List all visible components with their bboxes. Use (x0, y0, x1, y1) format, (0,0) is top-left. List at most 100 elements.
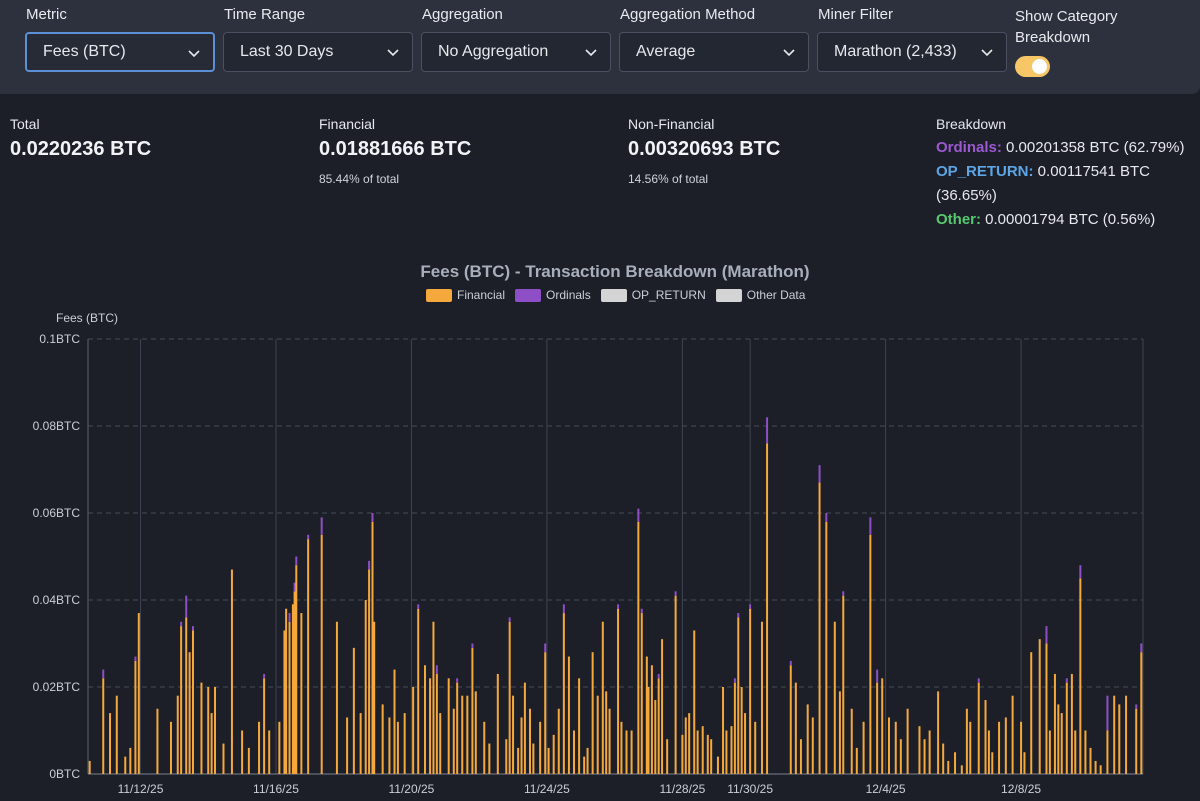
bar-financial (688, 713, 691, 774)
time-range-select-value: Last 30 Days (240, 43, 334, 60)
bar-financial (696, 730, 699, 774)
aggregation-method-filter: Aggregation Method (620, 6, 755, 26)
bar-financial (488, 743, 491, 774)
stat-total-value: 0.0220236 BTC (10, 138, 152, 160)
bar-financial (1118, 704, 1121, 774)
metric-select-value: Fees (BTC) (43, 43, 126, 60)
legend-op-return[interactable]: OP_RETURN (600, 288, 706, 302)
bar-financial (268, 730, 271, 774)
bar-financial (984, 700, 987, 774)
bar-financial (855, 747, 858, 774)
legend-swatch (600, 288, 627, 302)
bar-financial (645, 656, 648, 774)
bar-financial (960, 765, 963, 774)
bar-ordinals (733, 678, 736, 683)
bar-financial (630, 730, 633, 774)
legend-label: OP_RETURN (631, 288, 706, 302)
bar-ordinals (737, 613, 740, 618)
legend-ordinals[interactable]: Ordinals (515, 288, 591, 302)
bar-financial (432, 621, 435, 774)
bar-financial (754, 721, 757, 774)
bar-financial (674, 595, 677, 774)
bar-ordinals (617, 604, 620, 609)
bar-financial (862, 721, 865, 774)
bar-financial (1065, 682, 1068, 774)
legend-financial[interactable]: Financial (426, 288, 505, 302)
legend-other-data[interactable]: Other Data (715, 288, 806, 302)
bar-financial (285, 608, 288, 774)
bar-financial (1089, 747, 1092, 774)
chart-title: Fees (BTC) - Transaction Breakdown (Mara… (420, 262, 810, 281)
bar-ordinals (749, 604, 752, 609)
bar-financial (684, 717, 687, 774)
aggregation-method-select[interactable]: Average (619, 32, 809, 72)
bar-financial (799, 739, 802, 774)
bar-financial (1140, 652, 1143, 774)
bar-ordinals (674, 591, 677, 596)
bar-financial (169, 721, 172, 774)
stat-total: Total 0.0220236 BTC (10, 116, 151, 161)
time-range-label: Time Range (224, 6, 306, 23)
bar-financial (230, 569, 233, 774)
bar-financial (222, 743, 225, 774)
bar-financial (657, 678, 660, 774)
y-tick-label: 0.08BTC (33, 419, 81, 433)
bar-ordinals (1135, 704, 1138, 709)
bar-financial (381, 704, 384, 774)
bar-financial (496, 673, 499, 774)
bar-financial (918, 726, 921, 774)
chevron-down-icon (585, 49, 597, 57)
bar-financial (608, 708, 611, 774)
bar-financial (605, 691, 608, 774)
bar-financial (998, 721, 1001, 774)
bar-financial (899, 739, 902, 774)
show-category-filter: Show Category Breakdown (1015, 6, 1145, 48)
bar-financial (806, 704, 809, 774)
bar-financial (295, 565, 298, 774)
bar-financial (393, 669, 396, 774)
bar-financial (722, 687, 725, 774)
bar-financial (320, 534, 323, 774)
bar-financial (109, 713, 112, 774)
y-tick-label: 0.1BTC (39, 332, 80, 346)
aggregation-select[interactable]: No Aggregation (421, 32, 611, 72)
bar-financial (811, 717, 814, 774)
metric-label: Metric (26, 6, 67, 23)
fees-chart: Fees (BTC) 0BTC 0.02BTC 0.04BTC 0.06BTC 0.08B… (33, 311, 1144, 796)
bar-financial (881, 678, 884, 774)
bar-financial (1038, 639, 1041, 774)
bar-financial (725, 730, 728, 774)
bar-ordinals (876, 669, 879, 683)
miner-filter-select[interactable]: Marathon (2,433) (817, 32, 1007, 72)
bar-ordinals (368, 560, 371, 570)
bar-financial (512, 695, 515, 774)
bar-financial (403, 713, 406, 774)
bar-financial (991, 752, 994, 774)
bar-financial (1057, 704, 1060, 774)
legend-swatch (715, 288, 742, 302)
stat-total-label: Total (10, 116, 40, 132)
bar-ordinals (295, 556, 298, 566)
bar-financial (508, 621, 511, 774)
bar-financial (102, 678, 105, 774)
breakdown-ordinals: Ordinals: 0.00201358 BTC (62.79%) (936, 136, 1200, 160)
bar-financial (928, 730, 931, 774)
bar-financial (373, 621, 376, 774)
x-tick-label: 12/4/25 (866, 782, 906, 796)
show-category-toggle[interactable] (1015, 56, 1050, 77)
legend-label: Other Data (746, 288, 806, 302)
y-tick-label: 0.06BTC (33, 506, 81, 520)
bar-financial (894, 721, 897, 774)
other-value: 0.00001794 BTC (0.56%) (981, 211, 1156, 228)
breakdown-opreturn: OP_RETURN: 0.00117541 BTC (936, 160, 1200, 184)
bar-financial (293, 591, 296, 774)
metric-select[interactable]: Fees (BTC) (25, 32, 215, 72)
bar-financial (887, 717, 890, 774)
bar-financial (335, 621, 338, 774)
bar-financial (969, 721, 972, 774)
time-range-select[interactable]: Last 30 Days (223, 32, 413, 72)
bar-ordinals (263, 673, 266, 679)
bar-financial (447, 678, 450, 774)
bar-financial (483, 721, 486, 774)
bar-ordinals (371, 513, 374, 522)
